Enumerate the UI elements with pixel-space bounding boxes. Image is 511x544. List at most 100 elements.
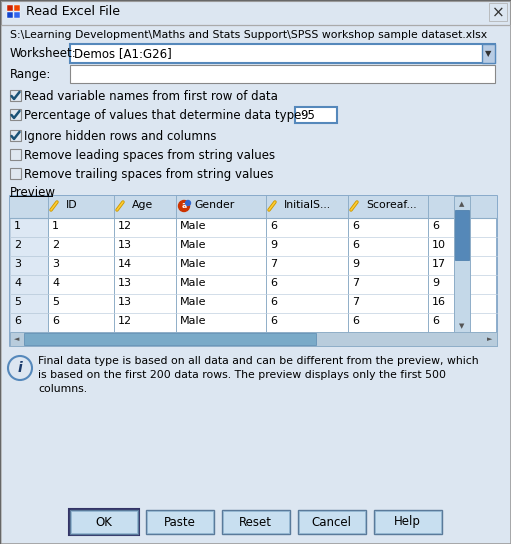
Bar [295, 107, 337, 123]
Text: 17: 17 [432, 259, 446, 269]
Bar [10, 313, 48, 332]
Text: 9: 9 [270, 240, 277, 250]
Text: Male: Male [180, 316, 206, 326]
Text: Read Excel File: Read Excel File [26, 5, 120, 18]
Bar [1, 1, 510, 25]
Text: 6: 6 [52, 316, 59, 326]
Text: 12: 12 [118, 316, 132, 326]
Text: ▼: ▼ [485, 50, 492, 59]
Text: 7: 7 [352, 297, 359, 307]
Text: is based on the first 200 data rows. The preview displays only the first 500: is based on the first 200 data rows. The… [38, 370, 446, 380]
Bar [71, 511, 136, 533]
Text: Ignore hidden rows and columns: Ignore hidden rows and columns [24, 130, 217, 143]
Bar [147, 511, 213, 533]
Bar [10, 149, 21, 160]
Text: 6: 6 [432, 221, 439, 231]
Text: 13: 13 [118, 297, 132, 307]
Text: Preview: Preview [10, 186, 56, 199]
Bar [221, 510, 290, 534]
Text: Read variable names from first row of data: Read variable names from first row of da… [24, 90, 278, 103]
Text: ▼: ▼ [459, 323, 464, 329]
Bar [482, 44, 495, 63]
Text: 2: 2 [14, 240, 21, 250]
Bar [454, 196, 470, 346]
Text: Paste: Paste [164, 516, 195, 529]
Text: ▲: ▲ [459, 201, 464, 207]
Text: 6: 6 [432, 316, 439, 326]
Circle shape [178, 201, 190, 212]
Text: 6: 6 [14, 316, 21, 326]
Text: ►: ► [487, 336, 493, 342]
Bar [10, 275, 48, 294]
Bar [7, 5, 13, 11]
Text: Cancel: Cancel [312, 516, 352, 529]
Bar [10, 332, 497, 346]
Text: 6: 6 [270, 278, 277, 288]
Bar [69, 510, 137, 534]
Text: Remove leading spaces from string values: Remove leading spaces from string values [24, 149, 275, 162]
Bar [24, 333, 316, 345]
Bar [10, 168, 21, 179]
Bar [297, 510, 365, 534]
Text: Age: Age [132, 200, 153, 210]
Text: 1: 1 [52, 221, 59, 231]
Bar [489, 3, 507, 21]
Bar [10, 256, 48, 275]
Bar [10, 294, 48, 313]
Bar [7, 12, 13, 18]
Text: 16: 16 [432, 297, 446, 307]
Text: 95: 95 [300, 109, 315, 122]
Text: 14: 14 [118, 259, 132, 269]
Text: ×: × [492, 5, 504, 21]
Bar [10, 130, 21, 141]
Text: 7: 7 [352, 278, 359, 288]
Text: 6: 6 [352, 240, 359, 250]
Text: Percentage of values that determine data type:: Percentage of values that determine data… [24, 109, 306, 122]
Text: 5: 5 [14, 297, 21, 307]
Text: 1: 1 [14, 221, 21, 231]
Bar [10, 237, 48, 256]
Text: 2: 2 [52, 240, 59, 250]
Bar [10, 196, 497, 346]
Text: Gender: Gender [194, 200, 234, 210]
Text: ◄: ◄ [14, 336, 20, 342]
Text: S:\Learning Development\Maths and Stats Support\SPSS workshop sample dataset.xls: S:\Learning Development\Maths and Stats … [10, 30, 487, 40]
Bar [298, 511, 364, 533]
Text: 3: 3 [14, 259, 21, 269]
Text: Final data type is based on all data and can be different from the preview, whic: Final data type is based on all data and… [38, 356, 479, 366]
Bar [70, 44, 495, 63]
Bar [14, 5, 20, 11]
Bar [14, 12, 20, 18]
Text: Scoreaf...: Scoreaf... [366, 200, 416, 210]
Text: 3: 3 [52, 259, 59, 269]
Bar [10, 218, 48, 237]
Text: Demos [A1:G26]: Demos [A1:G26] [74, 47, 172, 60]
Text: 9: 9 [352, 259, 359, 269]
Bar [68, 509, 138, 535]
Bar [455, 210, 469, 260]
Text: Male: Male [180, 278, 206, 288]
Bar [10, 109, 21, 120]
Text: Male: Male [180, 259, 206, 269]
Bar [374, 510, 442, 534]
Text: 4: 4 [14, 278, 21, 288]
Text: a: a [181, 201, 187, 211]
Text: Male: Male [180, 221, 206, 231]
Bar [375, 511, 440, 533]
Text: ID: ID [66, 200, 78, 210]
Text: i: i [17, 361, 22, 375]
Bar [146, 510, 214, 534]
Text: 13: 13 [118, 278, 132, 288]
Text: 12: 12 [118, 221, 132, 231]
Text: 5: 5 [52, 297, 59, 307]
Text: Male: Male [180, 297, 206, 307]
Text: 6: 6 [352, 221, 359, 231]
Text: 6: 6 [270, 316, 277, 326]
Text: Help: Help [394, 516, 421, 529]
Text: 13: 13 [118, 240, 132, 250]
Text: 9: 9 [432, 278, 439, 288]
Bar [10, 90, 21, 101]
Text: Worksheet:: Worksheet: [10, 47, 77, 60]
Text: 4: 4 [52, 278, 59, 288]
Text: 10: 10 [432, 240, 446, 250]
